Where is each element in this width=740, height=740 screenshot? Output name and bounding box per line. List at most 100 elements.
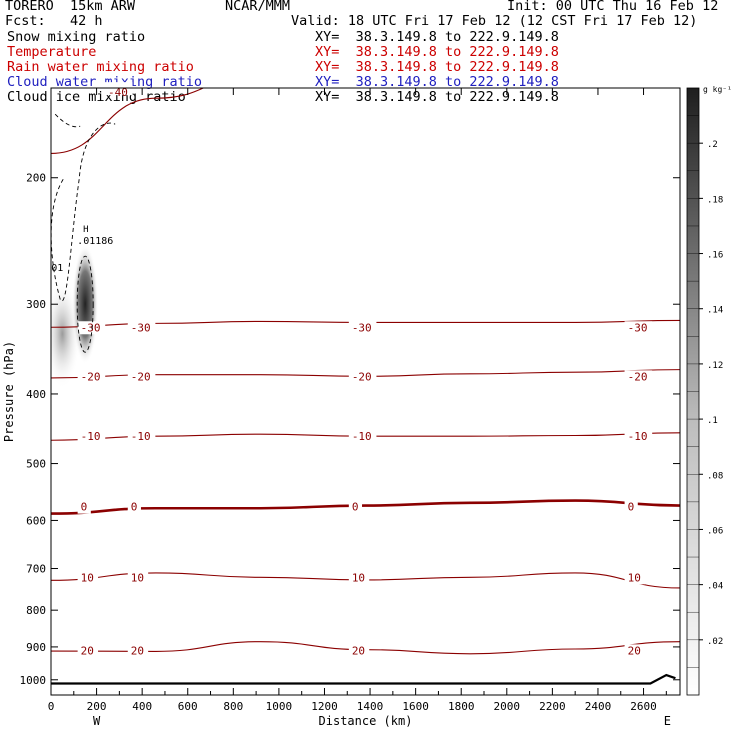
temp-label: -10	[81, 430, 101, 443]
temp-label: 20	[352, 644, 365, 657]
y-tick-label: 400	[26, 388, 46, 401]
x-tick-label: 1600	[402, 700, 429, 713]
fcst-label: Fcst: 42 h	[5, 13, 103, 29]
field-xy-temperature: XY= 38.3.149.8 to 222.9.149.8	[315, 44, 559, 60]
temp-label-bg	[624, 644, 645, 658]
colorbar-unit: g kg⁻¹	[703, 85, 732, 94]
snow-shading-core	[72, 244, 99, 365]
temp-label-bg	[77, 370, 106, 384]
colorbar-tick-label: .02	[707, 637, 723, 647]
temp-label: -30	[81, 321, 101, 334]
snow-max-label: .01186	[77, 236, 113, 247]
field-name-cloud-ice: Cloud ice mixing ratio	[7, 89, 186, 105]
x-tick-label: 1400	[357, 700, 384, 713]
colorbar-tick-label: .12	[707, 361, 723, 371]
temp-label-bg	[624, 430, 653, 444]
y-tick-label: 1000	[20, 674, 47, 687]
org-label: NCAR/MMM	[225, 0, 291, 14]
temp-label-bg	[127, 321, 156, 335]
temp-label: 0	[628, 501, 635, 514]
colorbar-tick-label: .2	[707, 140, 718, 150]
valid-label: Valid: 18 UTC Fri 17 Feb 12 (12 CST Fri …	[291, 13, 698, 29]
x-tick-label: 2600	[630, 700, 657, 713]
y-tick-label: 600	[26, 514, 46, 527]
temp-label: -30	[628, 321, 648, 334]
colorbar-tick-label: .14	[707, 306, 723, 316]
temp-label-bg	[127, 430, 156, 444]
temp-label-bg	[104, 82, 133, 96]
temp-label-bg	[348, 370, 377, 384]
temp-label: 20	[628, 644, 641, 657]
temp-label-bg	[77, 644, 99, 658]
field-xy-cloud-water: XY= 38.3.149.8 to 222.9.149.8	[315, 74, 559, 90]
y-tick-label: 500	[26, 458, 46, 471]
x-tick-label: 2000	[494, 700, 521, 713]
x-tick-label: 2200	[539, 700, 566, 713]
y-tick-label: 300	[26, 298, 46, 311]
x-tick-label: 2400	[585, 700, 612, 713]
temp-label-bg	[127, 644, 149, 658]
temp-label: -20	[131, 370, 151, 383]
temp-label-bg	[348, 321, 377, 335]
y-tick-label: 800	[26, 604, 46, 617]
temp-label: 10	[131, 571, 144, 584]
x-tick-label: 1800	[448, 700, 475, 713]
x-tick-label: 400	[132, 700, 152, 713]
colorbar-tick-label: .16	[707, 251, 723, 261]
temp-label: -40	[108, 86, 128, 99]
temp-label-bg	[127, 500, 141, 514]
terrain-line	[51, 673, 676, 685]
temp-label-bg	[348, 500, 363, 514]
temp-label: 10	[352, 571, 365, 584]
temp-label: -20	[81, 370, 101, 383]
field-name-rain: Rain water mixing ratio	[7, 59, 194, 75]
x-tick-label: 1200	[311, 700, 338, 713]
x-end-label-east: E	[664, 714, 671, 728]
model-title: TORERO 15km ARW	[5, 0, 136, 14]
temp-label: 10	[81, 571, 94, 584]
y-tick-label: 900	[26, 641, 46, 654]
x-tick-label: 0	[48, 700, 55, 713]
colorbar-tick-label: .06	[707, 526, 723, 536]
temp-label: 0	[352, 501, 359, 514]
temp-label-bg	[624, 500, 638, 514]
field-xy-snow: XY= 38.3.149.8 to 222.9.149.8	[315, 29, 559, 45]
isotherm-m40	[51, 88, 205, 154]
temp-label: -10	[352, 430, 372, 443]
temp-label-bg	[77, 430, 106, 444]
temp-label: 20	[81, 644, 94, 657]
x-tick-label: 200	[87, 700, 107, 713]
y-tick-label: 700	[26, 563, 46, 576]
temp-label: -30	[131, 321, 151, 334]
plot-frame	[50, 87, 681, 696]
colorbar-tick-label: .08	[707, 471, 723, 481]
y-axis-label: Pressure (hPa)	[2, 341, 16, 442]
temp-label-bg	[624, 571, 645, 585]
x-end-label-west: W	[93, 714, 101, 728]
temp-label: -20	[628, 370, 648, 383]
temp-label: 0	[131, 501, 138, 514]
temp-label: 10	[628, 571, 641, 584]
field-xy-rain: XY= 38.3.149.8 to 222.9.149.8	[315, 59, 559, 75]
x-tick-label: 800	[223, 700, 243, 713]
temp-label-bg	[77, 571, 99, 585]
temp-label-bg	[624, 321, 653, 335]
field-name-cloud-water: Cloud water mixing ratio	[7, 74, 203, 90]
x-tick-label: 600	[178, 700, 198, 713]
temp-label-bg	[348, 644, 370, 658]
temp-label-bg	[127, 370, 156, 384]
colorbar-tick-label: .1	[707, 416, 718, 426]
temp-label-bg	[624, 370, 653, 384]
snow-contour-inner	[76, 255, 94, 353]
temp-label: -10	[131, 430, 151, 443]
temp-label-bg	[77, 500, 91, 514]
y-tick-label: 200	[26, 172, 46, 185]
temp-label: -30	[352, 321, 372, 334]
snow-contour-label: .001	[39, 263, 63, 274]
x-tick-label: 1000	[266, 700, 293, 713]
temp-label: 20	[131, 644, 144, 657]
temp-label-bg	[77, 321, 106, 335]
temp-label: -10	[628, 430, 648, 443]
field-xy-cloud-ice: XY= 38.3.149.8 to 222.9.149.8	[315, 89, 559, 105]
